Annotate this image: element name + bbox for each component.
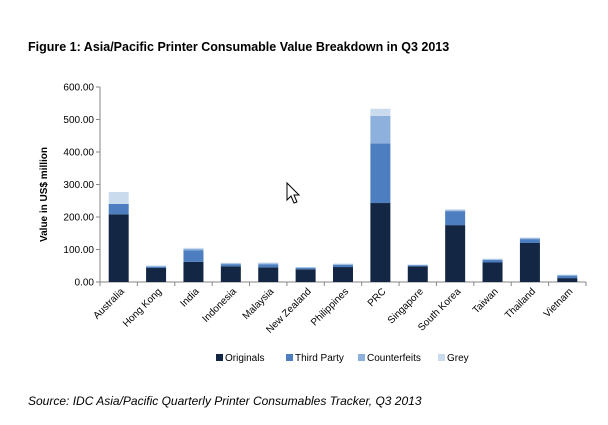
bar-segment (482, 262, 503, 282)
bar-segment (333, 264, 353, 268)
x-category-label: Hong Kong (121, 286, 164, 329)
bar-segment (557, 274, 578, 276)
chart-legend: Originals Third Party Counterfeits Grey (216, 353, 469, 364)
legend-label: Grey (447, 353, 469, 364)
x-category-label: PRC (366, 286, 389, 309)
mouse-cursor-icon (286, 181, 301, 204)
x-category-label: India (178, 286, 201, 309)
x-category-label: Indonesia (201, 286, 240, 325)
x-category-label: Thailand (503, 286, 538, 321)
bar-segment (407, 266, 428, 282)
y-tick-label: 300.00 (63, 180, 94, 191)
bar-segment (519, 239, 540, 243)
bar-segment (407, 264, 428, 266)
bar-segment (519, 237, 540, 239)
bar-segment (183, 247, 204, 249)
legend-label: Counterfeits (367, 353, 421, 364)
y-tick-label: 600.00 (63, 83, 94, 94)
legend-swatch (216, 354, 223, 361)
x-category-label: Vietnam (542, 286, 576, 320)
bar-segment (146, 265, 167, 267)
bar-segment (333, 263, 353, 265)
y-tick-label: 100.00 (63, 245, 94, 256)
bar-segment (146, 266, 167, 267)
bar-segment (183, 261, 204, 282)
bar-segment (183, 250, 204, 262)
y-tick-label: 200.00 (63, 213, 94, 224)
bar-segment (370, 203, 391, 282)
x-category-label: Taiwan (471, 286, 501, 316)
y-tick-label: 0.00 (75, 278, 95, 289)
legend-label: Third Party (295, 353, 344, 364)
x-category-label: Philippines (309, 286, 351, 328)
chart-bars (108, 108, 578, 282)
bar-segment (295, 267, 316, 269)
bar-segment (108, 191, 129, 204)
bar-segment (445, 225, 466, 282)
bar-segment (370, 115, 391, 144)
bar-segment (183, 248, 204, 251)
bar-segment (482, 259, 503, 260)
bar-segment (370, 108, 391, 116)
x-category-label: Australia (92, 286, 128, 322)
bar-segment (407, 265, 428, 267)
bar-segment (333, 264, 353, 265)
bar-segment (482, 259, 503, 263)
legend-swatch (358, 354, 365, 361)
bar-segment (519, 243, 540, 282)
bar-segment (146, 266, 167, 269)
bar-segment (146, 268, 167, 282)
bar-segment (557, 275, 578, 279)
bar-segment (333, 267, 353, 282)
bar-segment (482, 258, 503, 260)
bar-segment (220, 264, 241, 267)
bar-segment (108, 204, 129, 215)
y-tick-label: 500.00 (63, 115, 94, 126)
legend-label: Originals (225, 353, 264, 364)
y-tick-label: 400.00 (63, 148, 94, 159)
source-note: Source: IDC Asia/Pacific Quarterly Print… (28, 394, 422, 408)
bar-segment (108, 214, 129, 282)
bar-segment (295, 269, 316, 282)
bar-segment (258, 264, 279, 268)
chart-axes (96, 86, 587, 286)
bar-segment (557, 278, 578, 282)
bar-segment (370, 143, 391, 204)
legend-swatch (286, 354, 293, 361)
bar-segment (519, 238, 540, 240)
bar-segment (445, 210, 466, 212)
y-axis-title: Value in US$ million (39, 147, 50, 242)
bar-segment (445, 209, 466, 211)
bar-segment (258, 263, 279, 265)
bar-segment (220, 263, 241, 265)
bar-segment (258, 262, 279, 264)
bar-segment (258, 267, 279, 282)
bar-segment (220, 262, 241, 264)
x-category-label: Malaysia (241, 286, 277, 322)
bar-segment (220, 266, 241, 282)
bar-segment (445, 211, 466, 226)
legend-swatch (438, 354, 445, 361)
figure-title: Figure 1: Asia/Pacific Printer Consumabl… (28, 40, 450, 54)
bar-segment (295, 268, 316, 270)
